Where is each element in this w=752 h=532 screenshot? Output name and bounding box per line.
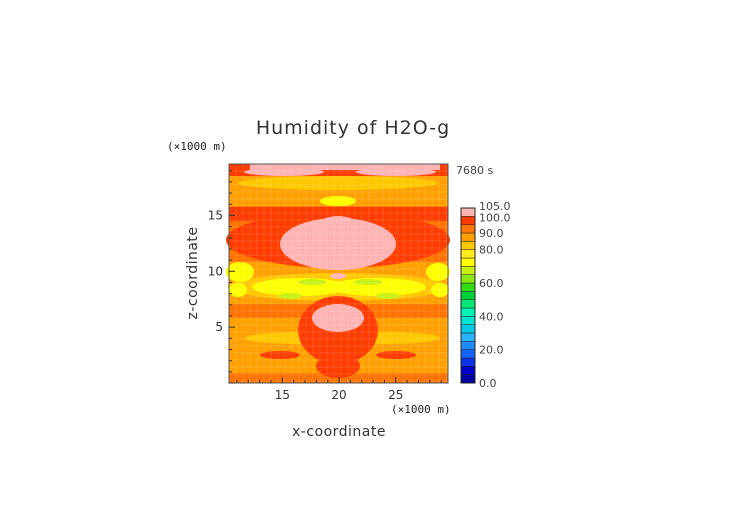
contour-fill [226, 164, 450, 378]
chart-title: Humidity of H2O-g [256, 117, 450, 139]
colorbar-bin [460, 274, 476, 284]
x-tick-label: 15 [275, 388, 290, 402]
colorbar-label: 40.0 [479, 310, 504, 323]
x-tick-label: 20 [331, 388, 346, 402]
y-tick-label: 5 [215, 320, 223, 334]
colorbar-bin [460, 324, 476, 334]
colorbar-bin [460, 249, 476, 259]
colorbar-label: 0.0 [479, 377, 497, 390]
colorbar-bin [460, 349, 476, 359]
y-axis-label: z-coordinate [185, 226, 201, 319]
colorbar-bin [460, 224, 476, 234]
x-unit-label: (×1000 m) [391, 403, 451, 416]
colorbar-bin [460, 316, 476, 325]
colorbar-bin [460, 232, 476, 242]
colorbar-bin [460, 307, 476, 317]
colorbar-bin [460, 282, 476, 292]
colorbar-label: 60.0 [479, 277, 504, 290]
colorbar-label: 80.0 [479, 244, 504, 257]
colorbar-bin [460, 374, 476, 384]
colorbar-bin [460, 266, 476, 275]
colorbar-bin [460, 207, 476, 217]
y-tick-label: 10 [208, 264, 223, 278]
heatmap-field [226, 163, 450, 384]
colorbar-bin [460, 299, 476, 309]
x-axis: 15 20 25 [236, 377, 442, 402]
colorbar-label: 100.0 [479, 211, 511, 224]
y-tick-label: 15 [208, 208, 223, 222]
colorbar-bin [460, 366, 476, 375]
colorbar-bin [460, 341, 476, 350]
colorbar-bin [460, 241, 476, 250]
colorbar-bin [460, 291, 476, 300]
faint-gridlines [229, 164, 448, 383]
colorbar-label: 20.0 [479, 344, 504, 357]
colorbar-bin [460, 257, 476, 267]
time-label: 7680 s [456, 164, 493, 177]
colorbar-label: 105.0 [479, 200, 511, 213]
y-unit-label: (×1000 m) [167, 140, 227, 153]
x-axis-label: x-coordinate [292, 424, 386, 440]
colorbar-label: 90.0 [479, 227, 504, 240]
colorbar-bin [460, 357, 476, 367]
colorbar-bin [460, 332, 476, 342]
y-axis: 5 10 15 [208, 170, 235, 384]
colorbar-bin [460, 216, 476, 225]
x-tick-label: 25 [388, 388, 403, 402]
plot-frame [228, 163, 449, 384]
